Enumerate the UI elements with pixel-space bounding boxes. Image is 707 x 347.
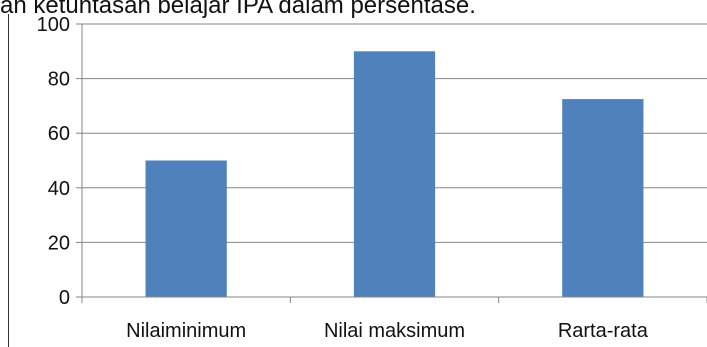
bar <box>145 160 227 297</box>
x-category-label: Nilai maksimum <box>324 320 465 342</box>
x-category-label: Nilaiminimum <box>126 320 246 342</box>
y-tick-label: 0 <box>59 287 70 309</box>
y-tick-label: 60 <box>48 123 70 145</box>
y-tick-labels: 0 20 40 60 80 100 <box>37 14 70 309</box>
x-category-labels: Nilaiminimum Nilai maksimum Rarta-rata <box>126 320 649 342</box>
cutoff-caption-text: an ketuntasan belajar IPA dalam persenta… <box>0 0 476 19</box>
bars <box>145 51 644 297</box>
bar <box>562 99 644 297</box>
y-tick-label: 40 <box>48 178 70 200</box>
y-tick-label: 80 <box>48 69 70 91</box>
frame-left-border <box>8 14 9 347</box>
bar <box>353 51 436 297</box>
y-tick-label: 100 <box>37 14 70 36</box>
x-axis <box>81 296 707 303</box>
x-category-label: Rarta-rata <box>558 320 649 342</box>
y-tick-label: 20 <box>48 232 70 254</box>
